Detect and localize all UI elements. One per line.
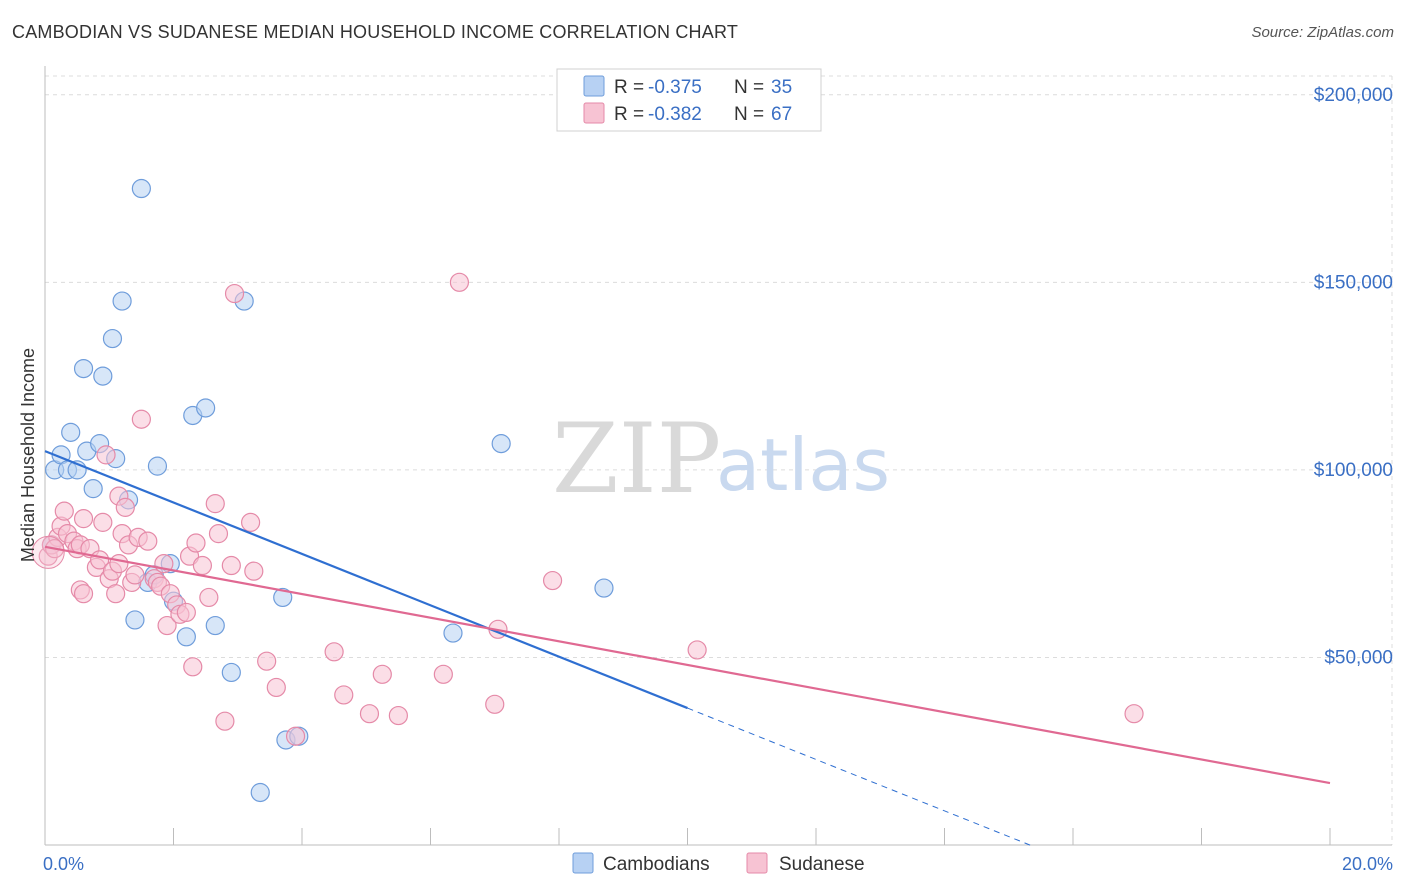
sudanese-point-9: [73, 509, 94, 529]
cambodians-point-11: [102, 328, 123, 349]
sudanese-point-53: [334, 685, 354, 705]
legend-r-label-2: R =: [614, 104, 644, 125]
grid: [45, 75, 1393, 845]
sudanese-point-16: [96, 445, 116, 465]
sudanese-point-32: [157, 615, 177, 636]
sudanese-point-49: [257, 651, 277, 671]
sudanese-point-56: [388, 705, 408, 726]
sudanese-point-44: [215, 711, 235, 731]
cambodians-point-26: [221, 662, 241, 683]
sudanese-point-55: [372, 664, 392, 684]
cambodians-point-4: [61, 422, 81, 442]
axes: [44, 66, 1392, 846]
y-tick-label-1: $100,000: [1314, 460, 1393, 481]
sudanese-point-15: [93, 512, 113, 532]
sudanese-point-54: [359, 704, 380, 724]
source-label: Source: ZipAtlas.com: [1251, 24, 1394, 41]
cambodians-trend-extension: [687, 707, 1035, 848]
legend-n-value-2: 67: [771, 104, 792, 125]
bottom-legend-label-sudanese: Sudanese: [779, 854, 865, 875]
sudanese-point-48: [244, 561, 264, 581]
sudanese-point-large: [31, 535, 65, 569]
sudanese-point-28: [138, 531, 158, 551]
cambodians-point-16: [131, 178, 151, 199]
sudanese-point-52: [324, 642, 344, 662]
legend-n-label-2: N =: [734, 104, 764, 125]
sudanese-point-46: [224, 283, 245, 304]
sudanese-point-58: [449, 272, 470, 292]
cambodians-point-24: [196, 398, 216, 418]
data-points: [31, 178, 1144, 803]
sudanese-point-39: [186, 533, 206, 553]
sudanese-point-64: [109, 554, 129, 574]
sudanese-point-51: [285, 726, 306, 746]
sudanese-point-61: [542, 570, 563, 591]
sudanese-point-11: [73, 584, 94, 604]
sudanese-point-47: [241, 512, 261, 532]
watermark-atlas: atlas: [716, 423, 890, 507]
sudanese-point-36: [176, 602, 196, 623]
sudanese-point-27: [131, 409, 151, 429]
sudanese-point-43: [208, 524, 229, 544]
sudanese-point-22: [115, 497, 135, 517]
sudanese-point-4: [54, 501, 74, 521]
watermark-zip: ZIP: [552, 403, 721, 515]
sudanese-point-63: [1124, 704, 1144, 724]
cambodians-point-25: [205, 615, 225, 636]
cambodians-point-8: [83, 479, 103, 499]
bottom-legend-label-cambodians: Cambodians: [603, 854, 710, 875]
cambodians-point-22: [176, 627, 196, 647]
x-tick-label-1: 20.0%: [1342, 854, 1393, 874]
watermark: ZIP atlas: [552, 403, 890, 515]
cambodians-point-6: [73, 358, 94, 379]
cambodians-point-32: [443, 623, 463, 643]
sudanese-point-25: [125, 565, 145, 585]
cambodians-point-28: [250, 782, 270, 803]
x-tick-labels: 0.0% 20.0%: [43, 854, 1393, 874]
legend-swatch-sudanese: [583, 102, 605, 124]
cambodians-point-34: [594, 578, 614, 598]
y-tick-label-3: $200,000: [1314, 85, 1393, 106]
sudanese-point-38: [183, 657, 203, 677]
sudanese-point-40: [192, 555, 213, 576]
cambodians-point-19: [147, 456, 168, 476]
sudanese-point-50: [266, 677, 286, 698]
cambodians-point-10: [93, 366, 113, 386]
x-tick-label-0: 0.0%: [43, 854, 84, 874]
legend-r-value-2: -0.382: [648, 104, 702, 125]
y-tick-label-2: $150,000: [1314, 272, 1393, 293]
chart-title: CAMBODIAN VS SUDANESE MEDIAN HOUSEHOLD I…: [12, 22, 739, 42]
cambodians-point-33: [491, 434, 511, 454]
y-tick-labels: $50,000 $100,000 $150,000 $200,000: [1314, 85, 1393, 669]
y-axis-title: Median Household Income: [18, 348, 38, 562]
legend-swatch-cambodians: [583, 75, 605, 97]
cambodians-point-15: [125, 610, 145, 630]
y-tick-label-0: $50,000: [1324, 647, 1393, 668]
sudanese-point-41: [199, 587, 219, 608]
sudanese-point-62: [687, 640, 707, 660]
cambodians-trend-line: [44, 450, 688, 710]
legend-r-value-1: -0.375: [648, 77, 702, 98]
legend-n-value-1: 35: [771, 77, 792, 98]
sudanese-point-59: [485, 694, 505, 714]
sudanese-point-57: [433, 664, 453, 684]
bottom-legend-swatch-sudanese: [746, 852, 768, 874]
sudanese-trend-line: [44, 545, 1331, 785]
sudanese-point-19: [106, 584, 126, 604]
bottom-legend: Cambodians Sudanese: [572, 852, 865, 875]
legend: R = -0.375 N = 35 R = -0.382 N = 67: [556, 68, 822, 132]
cambodians-point-29: [273, 587, 293, 608]
sudanese-point-45: [221, 555, 241, 576]
sudanese-point-42: [205, 494, 225, 514]
legend-r-label-1: R =: [614, 77, 644, 98]
bottom-legend-swatch-cambodians: [572, 852, 594, 874]
cambodians-point-13: [112, 291, 132, 311]
trend-lines: [44, 450, 1331, 848]
legend-n-label-1: N =: [734, 77, 764, 98]
